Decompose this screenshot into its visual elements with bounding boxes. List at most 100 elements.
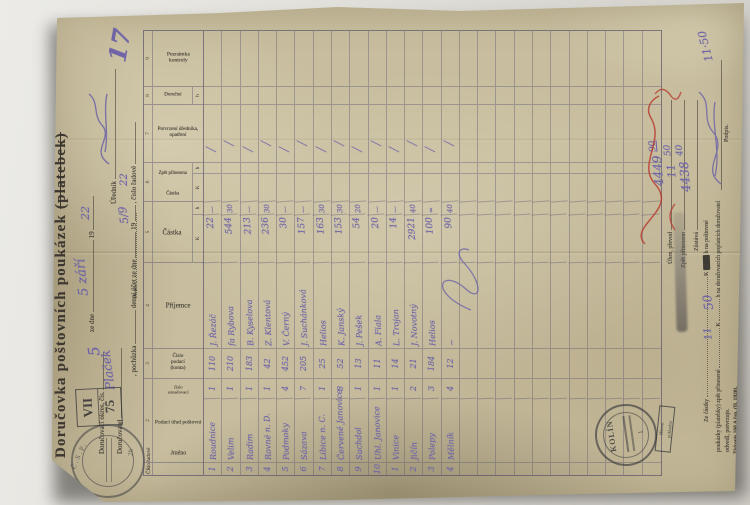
urednik-signature-stroke: [88, 93, 110, 165]
paper-sheet: Doručovka poštovních poukázek (platebek)…: [52, 3, 744, 502]
cell-castka-h: 40: [404, 200, 423, 215]
cell-prijemce: [622, 261, 644, 349]
col-number: 5: [144, 202, 153, 262]
header-col-cislo-podaci: 3 Číslo podací (konta): [144, 348, 203, 378]
table-row: 3 Radim 1 183 B. Kyselova 213— ╱: [238, 31, 260, 475]
header-col-podaci-urad: 2 Jméno Podací úřad poštovní číslo označ…: [144, 378, 203, 462]
cell-potvrzeni: ╱: [350, 104, 368, 162]
cell-oznacovaci: 2: [405, 378, 423, 398]
district-stamp-box: VII 75: [75, 386, 123, 428]
cell-zpet-k: [587, 173, 606, 201]
cell-poznamka: [387, 31, 404, 86]
cell-zpet-h: [295, 162, 313, 173]
cell-poznamka: [551, 31, 568, 86]
cell-zpet-k: [423, 173, 441, 201]
podpis-rule: [721, 60, 722, 190]
cell-prijemce: Helios: [421, 261, 443, 349]
header-prijemce: Příjemce: [165, 301, 191, 310]
cell-castka-h: [477, 200, 496, 215]
cell-oznacovaci: 1: [258, 378, 277, 398]
cell-potvrzeni: ╱: [386, 104, 405, 162]
form-title-text: Doručovka poštovních poukázek: [53, 213, 69, 458]
cell-dorucne: [350, 86, 368, 104]
postal-delivery-form: Doručovka poštovních poukázek (platebek)…: [52, 22, 743, 498]
cell-zpet-k: [405, 173, 423, 201]
cell-poznamka: [478, 31, 495, 86]
hw-year: 22: [79, 206, 92, 220]
paper-crease: [52, 138, 744, 142]
cell-poznamka: [277, 31, 294, 86]
cell-poznamka: [295, 31, 312, 86]
cell-jmeno: [513, 397, 534, 463]
hw-corner-note: 11·50: [695, 29, 716, 64]
hw-uhrn-amount: 4449: [649, 154, 667, 187]
cell-castka-h: 30: [313, 200, 332, 215]
header-col-prijemce: 4 Příjemce: [144, 262, 203, 348]
cell-zpet-h: [405, 162, 423, 173]
cell-cislo-radove: [459, 462, 478, 475]
prenos-line: Přenos: [131, 212, 139, 298]
cell-prijemce: K. Janský: [330, 261, 351, 349]
table-row: 2 Velim 1 210 fa Rybova 544 30 ╱: [220, 31, 242, 475]
cell-castka-h: =: [422, 200, 442, 215]
cell-potvrzeni: ╱: [222, 104, 240, 162]
cell-dorucne: [624, 86, 642, 104]
totals-uhrn-row: Úhrn, převod: [663, 100, 674, 285]
cell-jmeno: Roudnice: [202, 397, 223, 463]
cell-poznamka: [350, 31, 367, 86]
cell-dorucne: [386, 86, 405, 104]
cell-castka-h: [642, 200, 662, 215]
cell-zpet-h: [459, 162, 478, 173]
col-number: 7: [144, 105, 153, 162]
cell-potvrzeni: ╱: [423, 104, 441, 162]
zustava-label: Zůstává: [694, 232, 700, 251]
cell-oznacovaci: [533, 378, 551, 398]
cell-cislo-podaci: [478, 348, 496, 378]
cell-oznacovaci: [514, 378, 533, 398]
cell-jmeno: Velim: [221, 397, 241, 463]
cell-cislo-radove: 7: [313, 462, 331, 475]
cell-castka-h: 30: [331, 200, 350, 215]
cell-zpet-k: [240, 173, 258, 201]
form-title-struck: (platebek): [53, 132, 69, 210]
cell-oznacovaci: 4: [441, 378, 459, 398]
cell-oznacovaci: [606, 378, 624, 398]
cell-castka-h: [514, 200, 533, 215]
cell-zpet-h: [587, 162, 606, 173]
header-h: h: [195, 94, 201, 97]
cislo-radove-label: , číslo řadové: [130, 165, 138, 204]
table-row: [476, 31, 498, 475]
col-number: 3: [144, 349, 153, 378]
cell-prijemce: Helios: [312, 261, 333, 349]
cell-zpet-h: [624, 162, 642, 173]
cell-castka-h: —: [276, 200, 295, 215]
table-row: 1 Roudnice 1 110 J. Řezáč 22— ╱: [202, 31, 223, 475]
footer-line2: poukázky (platebky) zpět přinesené K h n…: [713, 201, 722, 452]
cell-castka-h: 30: [221, 200, 240, 215]
cell-oznacovaci: 1: [222, 378, 240, 398]
cell-jmeno: Jičín: [403, 397, 424, 463]
cell-cislo-podaci: 11: [368, 348, 386, 378]
table-row: [586, 31, 607, 475]
cell-cislo-radove: 4: [258, 462, 277, 475]
cell-castka-h: —: [294, 200, 314, 215]
pokladna-stamp-box: Hlavní pokladna: [654, 405, 676, 453]
cell-castka-k: [458, 213, 479, 263]
table-row: 3 Polepy 3 184 Helios 100 = ╱: [421, 31, 443, 475]
cell-dorucne: [478, 86, 496, 104]
cell-zpet-h: [368, 162, 386, 173]
cell-cislo-podaci: 210: [222, 348, 240, 378]
header-poznamka: Poznámka kontroly: [166, 52, 190, 65]
cell-zpet-k: [496, 173, 514, 201]
cell-zpet-h: [551, 162, 569, 173]
cell-potvrzeni: [496, 104, 514, 162]
cell-potvrzeni: [624, 104, 642, 162]
cell-cislo-radove: [478, 462, 496, 475]
cell-dorucne: [569, 86, 587, 104]
cell-cislo-podaci: 205: [295, 348, 313, 378]
cell-castka-k: [494, 213, 516, 263]
cell-poznamka: [460, 31, 477, 86]
cell-castka-h: [496, 200, 515, 215]
cell-poznamka: [515, 31, 532, 86]
hw-uhrn-haler: 90: [647, 140, 659, 153]
